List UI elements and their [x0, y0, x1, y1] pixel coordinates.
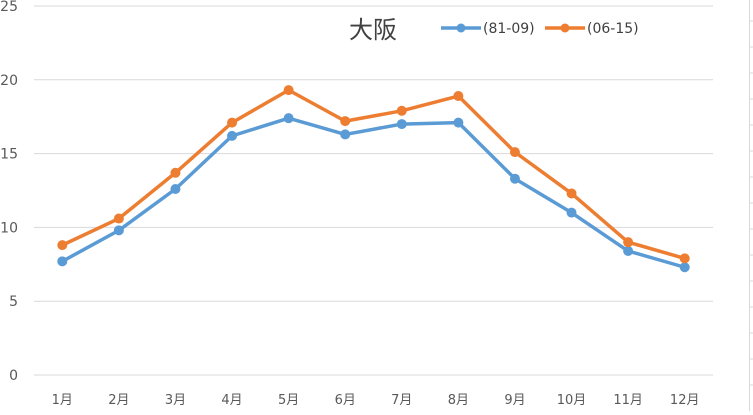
- series-line: [62, 118, 684, 267]
- x-tick-label: 8月: [448, 393, 469, 408]
- legend-item: (06-15): [545, 21, 639, 37]
- chart-title: 大阪: [349, 16, 397, 44]
- data-point-marker: [680, 262, 690, 272]
- data-point-marker: [567, 188, 577, 198]
- data-point-marker: [114, 214, 124, 224]
- data-point-marker: [227, 131, 237, 141]
- data-point-marker: [680, 253, 690, 263]
- data-point-marker: [57, 256, 67, 266]
- data-point-marker: [227, 118, 237, 128]
- x-tick-label: 11月: [613, 393, 643, 408]
- x-tick-label: 2月: [108, 393, 129, 408]
- y-axis-labels: 0 5 10 15 20 25: [0, 0, 18, 384]
- data-point-marker: [623, 237, 633, 247]
- x-axis-labels: 1月 2月 3月 4月 5月 6月 7月 8月 9月 10月 11月 12月: [52, 393, 700, 408]
- data-point-marker: [170, 168, 180, 178]
- data-point-marker: [510, 174, 520, 184]
- data-point-marker: [453, 91, 463, 101]
- x-tick-label: 4月: [221, 393, 242, 408]
- x-tick-label: 9月: [504, 393, 525, 408]
- data-series: [57, 85, 689, 272]
- legend-label: (06-15): [587, 21, 639, 37]
- data-point-marker: [623, 246, 633, 256]
- legend: (81-09) (06-15): [441, 21, 639, 37]
- legend-item: (81-09): [441, 21, 535, 37]
- data-point-marker: [170, 184, 180, 194]
- adjacent-pane-edge: [750, 0, 753, 411]
- y-tick-label: 15: [0, 147, 18, 163]
- y-tick-label: 5: [9, 294, 18, 310]
- data-point-marker: [284, 113, 294, 123]
- x-tick-label: 10月: [557, 393, 587, 408]
- x-tick-label: 5月: [278, 393, 299, 408]
- x-tick-label: 7月: [391, 393, 412, 408]
- legend-marker-icon: [561, 24, 570, 33]
- y-tick-label: 25: [0, 0, 18, 15]
- x-tick-label: 3月: [165, 393, 186, 408]
- data-point-marker: [567, 208, 577, 218]
- legend-marker-icon: [457, 24, 466, 33]
- y-tick-label: 10: [0, 220, 18, 236]
- data-point-marker: [114, 225, 124, 235]
- data-point-marker: [397, 119, 407, 129]
- legend-label: (81-09): [483, 21, 535, 37]
- gridlines: [34, 6, 713, 375]
- y-tick-label: 0: [9, 368, 18, 384]
- series-line: [62, 90, 684, 258]
- series-06-15: [57, 85, 689, 263]
- x-tick-label: 1月: [52, 393, 73, 408]
- y-tick-label: 20: [0, 73, 18, 89]
- data-point-marker: [284, 85, 294, 95]
- x-tick-label: 12月: [670, 393, 700, 408]
- data-point-marker: [453, 118, 463, 128]
- x-tick-label: 6月: [335, 393, 356, 408]
- data-point-marker: [340, 116, 350, 126]
- data-point-marker: [397, 106, 407, 116]
- data-point-marker: [340, 129, 350, 139]
- data-point-marker: [57, 240, 67, 250]
- data-point-marker: [510, 147, 520, 157]
